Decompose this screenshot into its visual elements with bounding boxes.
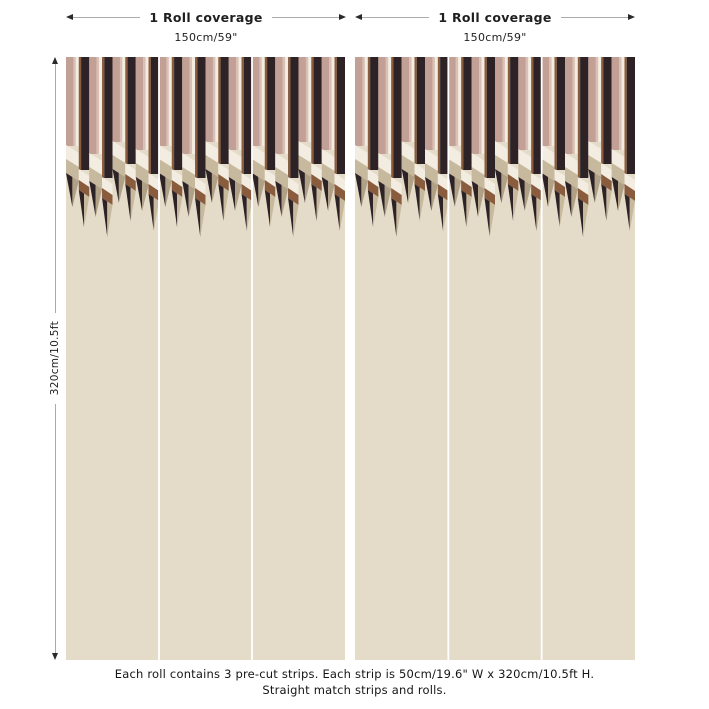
caption: Each roll contains 3 pre-cut strips. Eac…	[0, 666, 709, 698]
arrow-right-icon	[628, 14, 635, 20]
roll-1-coverage-label: 1 Roll coverage	[149, 9, 263, 25]
roll-height-label: 320cm/10.5ft	[49, 321, 61, 396]
dimension-line	[54, 403, 56, 654]
arrow-left-icon	[355, 14, 362, 20]
caption-line-1: Each roll contains 3 pre-cut strips. Eac…	[114, 667, 595, 681]
arrow-down-icon	[52, 653, 58, 661]
roll-2-size-label: 150cm/59"	[463, 31, 527, 44]
arrow-up-icon	[52, 57, 58, 64]
dimension-line	[73, 16, 141, 18]
wallpaper-roll-2	[355, 57, 635, 660]
arrow-right-icon	[339, 14, 346, 20]
roll-2-coverage-label: 1 Roll coverage	[438, 9, 552, 25]
roll-1-size-label: 150cm/59"	[174, 31, 238, 44]
arrow-left-icon	[66, 14, 73, 20]
wallpaper-pattern-roll-1	[66, 57, 345, 660]
dimension-line	[560, 16, 628, 18]
caption-line-2: Straight match strips and rolls.	[262, 683, 447, 697]
roll-height-dimension: 320cm/10.5ft	[48, 57, 62, 661]
roll-2-width-dimension: 1 Roll coverage	[355, 9, 635, 25]
wallpaper-roll-1	[66, 57, 345, 660]
roll-1-width-dimension: 1 Roll coverage	[66, 9, 346, 25]
wallpaper-pattern-roll-2	[355, 57, 635, 660]
dimension-line	[54, 64, 56, 314]
dimension-line	[362, 16, 430, 18]
dimension-line	[271, 16, 339, 18]
